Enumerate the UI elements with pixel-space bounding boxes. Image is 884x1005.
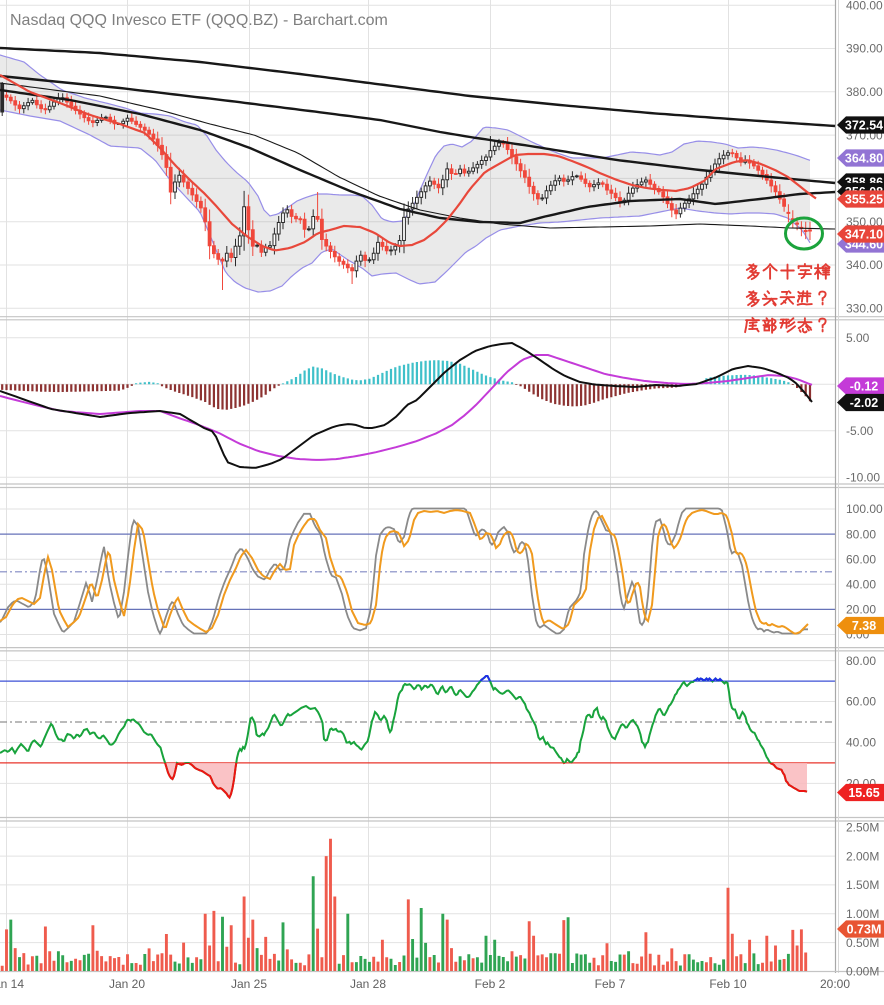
svg-text:Feb 2: Feb 2 bbox=[475, 977, 506, 991]
svg-text:-5.00: -5.00 bbox=[846, 424, 874, 438]
svg-text:40.00: 40.00 bbox=[846, 736, 876, 750]
svg-text:Feb 7: Feb 7 bbox=[595, 977, 626, 991]
svg-text:372.54: 372.54 bbox=[845, 118, 883, 132]
svg-text:80.00: 80.00 bbox=[846, 654, 876, 668]
svg-text:Nasdaq QQQ Invesco ETF (QQQ.BZ: Nasdaq QQQ Invesco ETF (QQQ.BZ) - Barcha… bbox=[10, 12, 388, 29]
svg-text:15.65: 15.65 bbox=[848, 786, 879, 800]
svg-text:60.00: 60.00 bbox=[846, 552, 876, 566]
svg-text:1.50M: 1.50M bbox=[846, 878, 879, 892]
svg-text:2.50M: 2.50M bbox=[846, 820, 879, 834]
svg-text:380.00: 380.00 bbox=[846, 85, 883, 99]
svg-text:60.00: 60.00 bbox=[846, 695, 876, 709]
svg-text:40.00: 40.00 bbox=[846, 578, 876, 592]
svg-text:400.00: 400.00 bbox=[846, 0, 883, 12]
svg-text:80.00: 80.00 bbox=[846, 527, 876, 541]
svg-text:Jan 20: Jan 20 bbox=[109, 977, 145, 991]
svg-text:-2.02: -2.02 bbox=[850, 396, 879, 410]
svg-text:20.00: 20.00 bbox=[846, 603, 876, 617]
svg-text:-10.00: -10.00 bbox=[846, 470, 880, 484]
svg-text:Feb 10: Feb 10 bbox=[709, 977, 747, 991]
svg-text:2.00M: 2.00M bbox=[846, 849, 879, 863]
svg-text:100.00: 100.00 bbox=[846, 502, 883, 516]
svg-text:Jan 25: Jan 25 bbox=[231, 977, 267, 991]
svg-text:1.00M: 1.00M bbox=[846, 907, 879, 921]
svg-text:330.00: 330.00 bbox=[846, 302, 883, 316]
svg-text:-0.12: -0.12 bbox=[850, 379, 879, 393]
svg-text:Jan 28: Jan 28 bbox=[350, 977, 386, 991]
svg-text:340.00: 340.00 bbox=[846, 258, 883, 272]
svg-text:0.50M: 0.50M bbox=[846, 936, 879, 950]
svg-text:347.10: 347.10 bbox=[845, 227, 883, 241]
svg-text:Jan 14: Jan 14 bbox=[0, 977, 24, 991]
svg-text:5.00: 5.00 bbox=[846, 331, 870, 345]
svg-text:364.80: 364.80 bbox=[845, 151, 883, 165]
svg-text:0.73M: 0.73M bbox=[847, 922, 882, 936]
svg-text:390.00: 390.00 bbox=[846, 42, 883, 56]
svg-text:20:00: 20:00 bbox=[820, 977, 850, 991]
svg-text:0.00M: 0.00M bbox=[846, 965, 879, 979]
svg-text:355.25: 355.25 bbox=[845, 192, 883, 206]
svg-text:7.38: 7.38 bbox=[852, 619, 876, 633]
